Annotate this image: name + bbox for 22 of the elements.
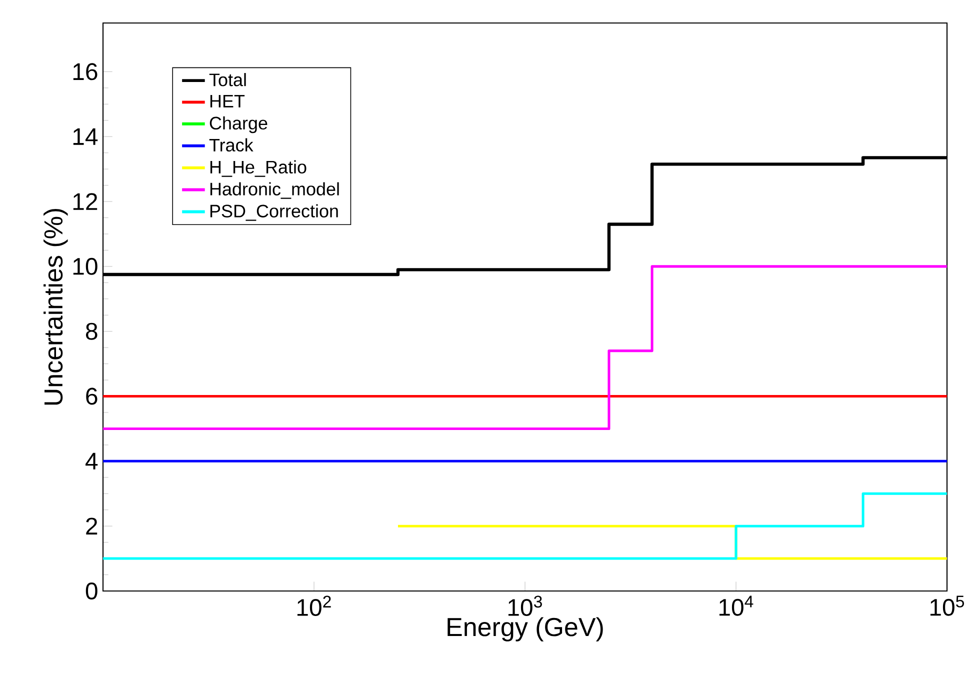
legend-label: Total xyxy=(209,73,246,86)
legend-label: Track xyxy=(209,138,254,152)
y-tick-label: 12 xyxy=(73,193,98,210)
x-tick-label: 10$^{3}$ xyxy=(508,596,542,616)
legend-label: PSD_Correction xyxy=(210,204,338,221)
legend-label: Charge xyxy=(210,116,268,134)
y-tick-label: 2 xyxy=(86,518,98,534)
y-tick-label: 14 xyxy=(73,128,98,145)
y-tick-label: 0 xyxy=(86,582,98,600)
legend-label: HET xyxy=(210,95,245,108)
y-axis-title: Uncertainties (%) xyxy=(44,208,68,405)
x-tick-label: 10$^{2}$ xyxy=(297,596,331,616)
y-tick-label: 6 xyxy=(86,388,98,405)
y-tick-label: 8 xyxy=(86,322,98,340)
y-tick-label: 4 xyxy=(85,452,98,470)
legend-label: Hadronic_model xyxy=(210,182,339,199)
x-tick-label: 10$^{5}$ xyxy=(930,596,964,616)
x-axis-title: Energy (GeV) xyxy=(448,617,603,642)
y-tick-label: 10 xyxy=(73,258,98,275)
x-tick-label: 10$^{4}$ xyxy=(719,596,754,616)
y-tick-label: 16 xyxy=(73,63,98,80)
legend-label: H_He_Ratio xyxy=(210,160,306,177)
